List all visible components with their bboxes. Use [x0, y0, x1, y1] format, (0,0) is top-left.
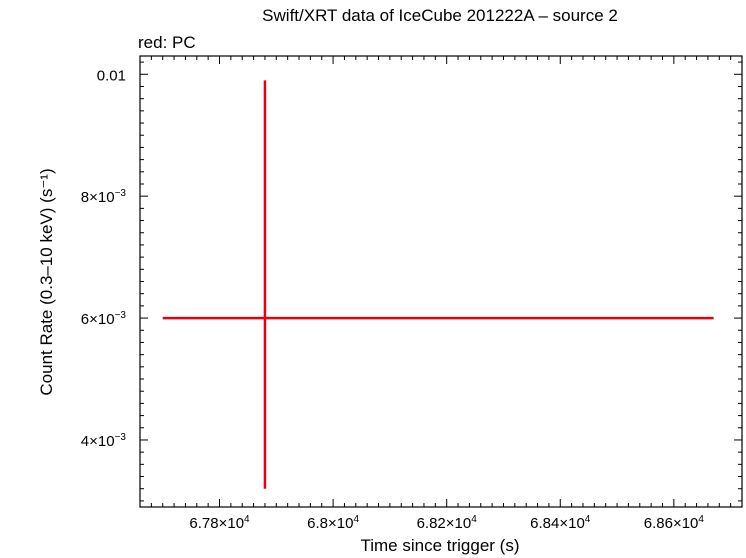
x-tick-label: 6.78×104: [189, 514, 250, 532]
plot-frame: [139, 55, 743, 508]
x-axis-label: Time since trigger (s): [360, 536, 520, 555]
y-tick-label: 8×10−3: [81, 188, 127, 206]
x-tick-label: 6.82×104: [417, 514, 478, 532]
y-tick-label: 4×10−3: [81, 432, 127, 450]
x-tick-label: 6.8×104: [307, 514, 359, 532]
x-tick-label: 6.84×104: [530, 514, 591, 532]
y-tick-label: 0.01: [97, 67, 126, 84]
x-tick-label: 6.86×104: [644, 514, 705, 532]
y-tick-label: 6×10−3: [81, 310, 127, 328]
chart-subtitle: red: PC: [138, 33, 196, 52]
chart-title: Swift/XRT data of IceCube 201222A – sour…: [262, 6, 618, 25]
